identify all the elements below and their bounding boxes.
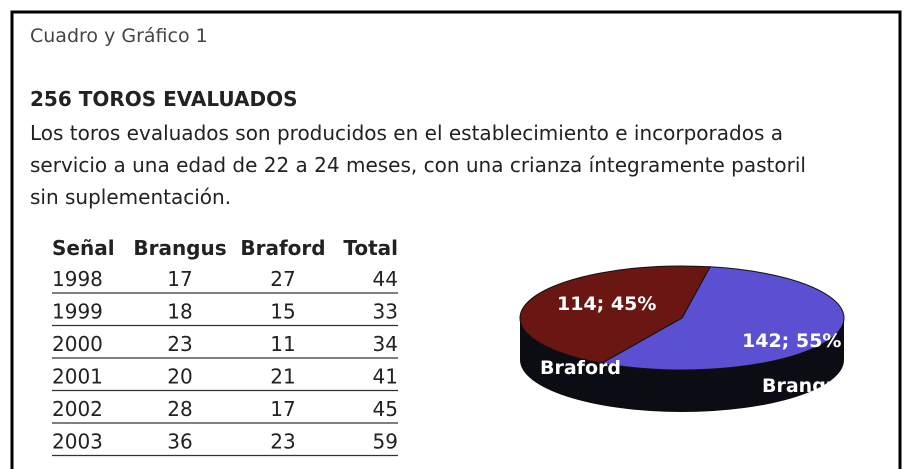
table-cell: 2002: [52, 397, 103, 421]
table-cell: 27: [270, 267, 295, 291]
table-cell: 23: [270, 430, 295, 454]
table-cell: 2001: [52, 365, 103, 389]
table-cell: 36: [167, 430, 192, 454]
table-cell: 41: [373, 365, 398, 389]
table-cell: 2000: [52, 332, 103, 356]
frame: [10, 10, 902, 469]
paragraph-line: Los toros evaluados son producidos en el…: [30, 121, 783, 145]
table-cell: 23: [167, 332, 192, 356]
table-cell: 1998: [52, 267, 103, 291]
table-cell: 59: [373, 430, 398, 454]
paragraph-line: sin suplementación.: [30, 185, 231, 209]
table-cell: 21: [270, 365, 295, 389]
table-cell: 17: [270, 397, 295, 421]
table-header: Braford: [240, 236, 325, 260]
slice-label: 142; 55%: [742, 330, 841, 352]
slice-name: Braford: [540, 357, 621, 379]
caption: Cuadro y Gráfico 1: [30, 25, 208, 47]
slice-name: Brangus: [762, 375, 851, 397]
pie-slice: [600, 266, 845, 371]
table-cell: 11: [270, 332, 295, 356]
slice-label: 114; 45%: [557, 293, 656, 315]
table-header: Brangus: [133, 236, 226, 260]
table-cell: 45: [373, 397, 398, 421]
table-cell: 1999: [52, 300, 103, 324]
table-cell: 17: [167, 267, 192, 291]
table-header: Total: [343, 236, 398, 260]
table-cell: 33: [373, 300, 398, 324]
pie-slice: [519, 265, 711, 364]
table-cell: 18: [167, 300, 192, 324]
table-cell: 28: [167, 397, 192, 421]
table-cell: 2003: [52, 430, 103, 454]
table-cell: 15: [270, 300, 295, 324]
paragraph-line: servicio a una edad de 22 a 24 meses, co…: [30, 153, 806, 177]
table-cell: 34: [373, 332, 398, 356]
title: 256 TOROS EVALUADOS: [30, 87, 298, 111]
table-cell: 44: [373, 267, 398, 291]
table-cell: 20: [167, 365, 192, 389]
table-header: Señal: [52, 236, 115, 260]
